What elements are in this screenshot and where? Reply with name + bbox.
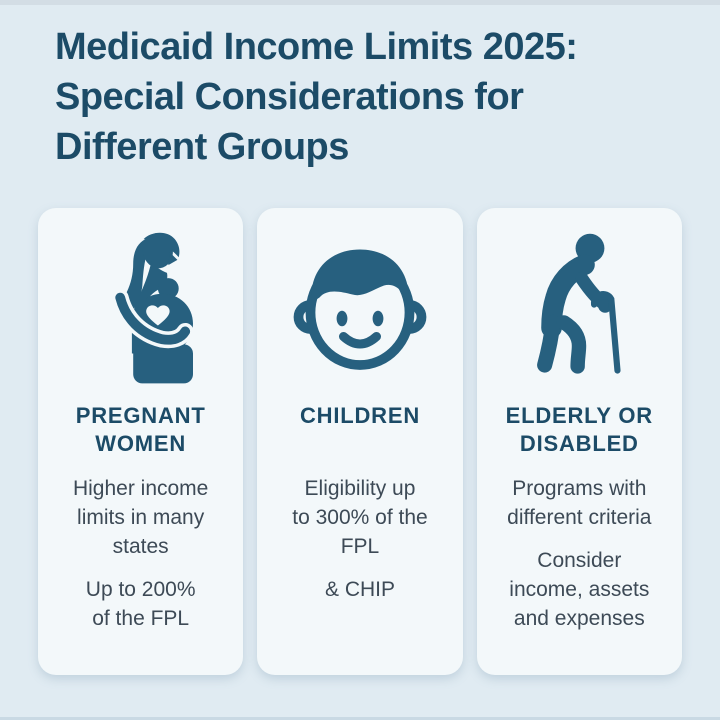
- bottom-edge-strip: [0, 717, 720, 720]
- card-paragraph: Programs with different criteria: [507, 477, 652, 529]
- child-face-icon: [285, 224, 435, 392]
- card-heading-elderly-disabled: ELDERLY OR DISABLED: [505, 403, 653, 456]
- pregnant-woman-icon: [76, 224, 206, 392]
- page-title: Medicaid Income Limits 2025: Special Con…: [55, 26, 578, 168]
- cards-row: PREGNANT WOMEN Higher income limits in m…: [38, 208, 682, 675]
- card-heading-children: CHILDREN: [299, 403, 421, 428]
- card-paragraph: & CHIP: [324, 578, 395, 601]
- card-children: CHILDREN Eligibility up to 300% of the F…: [257, 208, 463, 675]
- card-heading-pregnant-women: PREGNANT WOMEN: [75, 403, 206, 456]
- card-elderly-disabled: ELDERLY OR DISABLED Programs with differ…: [476, 208, 682, 675]
- card-paragraph: Consider income, assets and expenses: [509, 549, 650, 630]
- card-paragraph: Eligibility up to 300% of the FPL: [292, 477, 428, 558]
- card-paragraph: Higher income limits in many states: [72, 477, 209, 558]
- card-pregnant-women: PREGNANT WOMEN Higher income limits in m…: [38, 208, 244, 675]
- card-paragraph: Up to 200% of the FPL: [85, 578, 196, 630]
- elderly-person-cane-icon: [510, 224, 648, 392]
- top-edge-strip: [0, 0, 720, 5]
